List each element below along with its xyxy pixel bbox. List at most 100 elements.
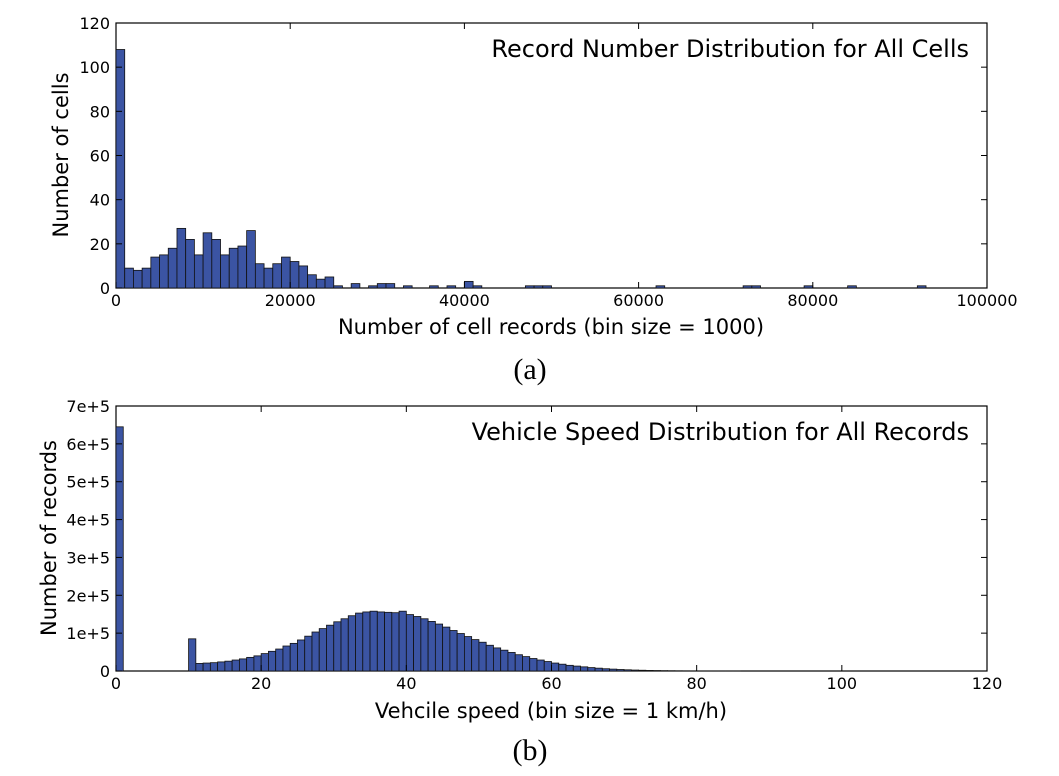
histogram-bar [449,630,458,672]
histogram-bar [246,230,256,289]
y-tick-label: 80 [90,102,110,121]
y-tick-label: 0 [100,662,110,681]
y-tick-label: 60 [90,147,110,166]
y-tick-label: 3e+5 [66,548,110,567]
histogram-bar [347,615,356,672]
histogram-bar [565,664,574,672]
histogram-bar [211,239,221,289]
histogram-bar [463,280,474,289]
histogram-bar [311,631,320,672]
bars-a [115,49,927,289]
histogram-bar [601,668,610,672]
histogram-bar [420,618,429,672]
histogram-bar [542,285,552,289]
histogram-bar [630,669,640,672]
histogram-bar [536,659,545,672]
histogram-bar [289,261,300,289]
histogram-bar [500,649,509,672]
histogram-vehicle-speed: 0 20 40 60 80 100 120 0 1e+5 2e+5 3e+5 4e+5 5e+5 6e+5… [37,397,1002,767]
histogram-bar [493,647,502,672]
histogram-bar [124,267,134,289]
histogram-bar [238,658,248,672]
histogram-bar [751,285,761,289]
histogram-bar [224,660,233,672]
x-tick-label: 100000 [956,291,1017,310]
histogram-bar [340,618,349,672]
histogram-bar [638,669,647,672]
y-tick-label: 4e+5 [66,511,110,530]
histogram-bar [297,639,306,672]
histogram-bar [246,656,255,672]
x-tick-label: 120 [972,674,1003,693]
x-tick-label: 80000 [787,291,838,310]
histogram-bar [254,263,265,289]
ticks-a: 0 20000 40000 60000 80000 100000 0 20 40 60 80 100 1… [79,14,1017,310]
histogram-bar [253,655,262,672]
histogram-bar [115,49,126,289]
histogram-bar [524,285,535,289]
x-tick-label: 80 [686,674,706,693]
y-tick-label: 20 [90,235,110,254]
histogram-bar [195,663,204,672]
histogram-bar [376,283,387,289]
histogram-bar [384,611,393,672]
x-tick-label: 0 [111,674,121,693]
histogram-bar [533,285,544,289]
x-tick-label: 60 [541,674,561,693]
histogram-bar [385,283,396,289]
histogram-bar [507,652,516,672]
histogram-bar [580,666,589,672]
histogram-bar [413,616,422,672]
histogram-bar [159,254,169,289]
histogram-bar [228,247,239,289]
histogram-bar [655,285,666,289]
histogram-bar [188,638,197,672]
histogram-bar [193,254,204,289]
histogram-bar [529,658,538,672]
chart-title-a: Record Number Distribution for All Cells [491,35,969,63]
histogram-bar [916,285,927,289]
histogram-bar [231,659,240,672]
histogram-bar [333,621,342,672]
x-tick-label: 20 [251,674,271,693]
x-tick-label: 20000 [265,291,316,310]
histogram-bar [446,285,457,289]
y-axis-label-b: Number of records [37,440,61,636]
histogram-bar [275,648,284,672]
histogram-bar [133,269,143,289]
y-tick-label: 40 [90,191,110,210]
histogram-bar [167,247,178,289]
x-tick-label: 40 [396,674,416,693]
histogram-bar [315,278,326,289]
histogram-bar [324,276,335,289]
histogram-bar [572,665,581,672]
histogram-bar [522,656,531,672]
histogram-bar [543,661,552,672]
histogram-cell-records: 0 20000 40000 60000 80000 100000 0 20 40 60 80 100 1… [49,14,1018,386]
histogram-bar [369,610,378,672]
histogram-bar [847,285,857,289]
histogram-bar [268,650,277,672]
histogram-bar [362,611,371,672]
histogram-bar [427,621,436,672]
histogram-bar [115,426,124,672]
histogram-bar [141,267,152,289]
histogram-bar [281,256,291,289]
histogram-bar [442,626,451,672]
histogram-bar [272,263,282,289]
histogram-bar [456,633,465,672]
histogram-bar [616,669,625,672]
histogram-bar [289,642,298,672]
histogram-bar [434,623,444,672]
x-tick-label: 100 [827,674,858,693]
histogram-bar [176,227,187,289]
histogram-bar [391,612,400,672]
histogram-bar [742,285,753,289]
histogram-bar [472,285,483,289]
bars-b [115,426,741,672]
y-tick-label: 100 [79,58,110,77]
histogram-bar [803,285,814,289]
histogram-bar [594,667,603,672]
histogram-bar [403,285,413,289]
y-axis-label-a: Number of cells [49,72,73,237]
